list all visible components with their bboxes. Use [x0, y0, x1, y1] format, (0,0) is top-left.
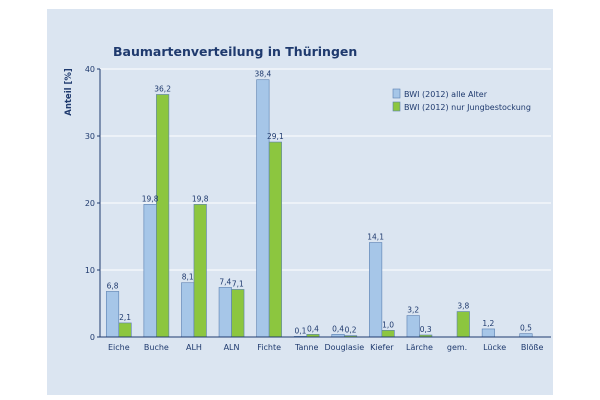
x-tick-label: Eiche	[108, 343, 130, 352]
data-label: 7,4	[219, 277, 231, 286]
x-tick-label: Lücke	[483, 343, 506, 352]
legend-label: BWI (2012) nur Jungbestockung	[404, 103, 531, 112]
bar-jungbestockung	[456, 311, 470, 338]
data-label: 19,8	[142, 194, 159, 203]
bar-alle-alter	[406, 315, 420, 338]
bar-alle-alter	[105, 291, 120, 338]
x-tick-label: Kiefer	[370, 343, 394, 352]
y-tick-label: 20	[85, 199, 95, 208]
bar-jungbestockung	[231, 289, 245, 338]
x-tick-label: Buche	[144, 343, 169, 352]
y-tick-label: 40	[85, 65, 95, 74]
chart-title: Baumartenverteilung in Thüringen	[113, 44, 357, 59]
x-tick-label: Fichte	[257, 343, 281, 352]
legend-label: BWI (2012) alle Alter	[404, 90, 488, 99]
data-label: 8,1	[182, 273, 194, 282]
x-tick-label: ALN	[224, 343, 240, 352]
bar-alle-alter	[256, 79, 270, 338]
data-label: 38,4	[255, 70, 272, 79]
x-tick-label: Blöße	[521, 343, 544, 352]
y-tick-label: 10	[85, 266, 95, 275]
bar-jungbestockung	[156, 94, 170, 338]
axes: 0 10 20 30 40 Eiche Buche ALH ALN Fichte Tanne Doug…	[85, 65, 551, 352]
data-label: 14,1	[367, 233, 384, 242]
x-tick-label: Tanne	[294, 343, 319, 352]
data-label: 0,2	[345, 326, 357, 335]
bar-alle-alter	[369, 242, 383, 338]
bar-alle-alter	[519, 333, 533, 338]
data-label: 0,1	[294, 326, 306, 335]
bars	[105, 79, 533, 338]
gridlines	[100, 68, 551, 271]
chart-panel: Baumartenverteilung in Thüringen Anteil …	[47, 9, 553, 395]
data-label: 1,0	[382, 320, 394, 329]
bar-alle-alter	[481, 328, 495, 338]
legend: BWI (2012) alle Alter BWI (2012) nur Jung…	[392, 88, 531, 112]
x-tick-label: gem.	[447, 343, 467, 352]
bar-alle-alter	[181, 282, 195, 338]
data-labels: 6,82,119,836,28,119,87,4 7,138,429,10,1 0,…	[107, 70, 533, 336]
chart: Baumartenverteilung in Thüringen Anteil …	[64, 44, 551, 352]
data-label: 29,1	[267, 132, 284, 141]
bar-jungbestockung	[193, 204, 207, 338]
data-label: 0,4	[332, 324, 344, 333]
bar-jungbestockung	[381, 329, 395, 338]
bar-alle-alter	[218, 287, 232, 338]
bar-jungbestockung	[118, 322, 132, 338]
data-label: 19,8	[192, 194, 209, 203]
data-label: 3,2	[407, 306, 419, 315]
data-label: 3,8	[457, 302, 469, 311]
data-label: 7,1	[232, 279, 244, 288]
data-label: 36,2	[154, 84, 171, 93]
data-label: 1,2	[482, 319, 494, 328]
legend-swatch	[392, 101, 401, 112]
legend-swatch	[392, 88, 401, 99]
data-label: 0,3	[420, 325, 432, 334]
x-tick-label: Lärche	[406, 343, 433, 352]
y-tick-label: 0	[90, 333, 95, 342]
y-axis-label: Anteil [%]	[64, 68, 74, 116]
bar-jungbestockung	[268, 141, 282, 338]
data-label: 2,1	[119, 313, 131, 322]
data-label: 0,5	[520, 324, 532, 333]
data-label: 6,8	[107, 281, 119, 290]
y-tick-label: 30	[85, 132, 95, 141]
bar-alle-alter	[143, 204, 157, 338]
data-label: 0,4	[307, 324, 319, 333]
x-tick-label: Douglasie	[324, 343, 364, 352]
x-tick-label: ALH	[186, 343, 202, 352]
